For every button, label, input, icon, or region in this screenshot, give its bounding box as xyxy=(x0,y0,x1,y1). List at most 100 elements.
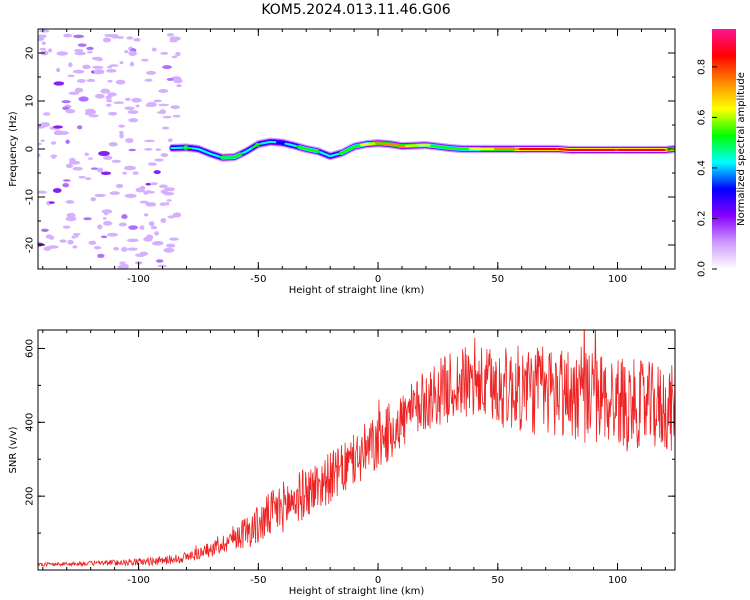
colorbar-tick-label: 0.2 xyxy=(697,211,708,227)
noise-blob xyxy=(161,126,170,130)
noise-blob xyxy=(38,190,48,194)
noise-blob xyxy=(133,37,141,42)
spectrogram-ytick-label: 0 xyxy=(25,146,36,152)
noise-blob xyxy=(100,235,108,239)
noise-blob xyxy=(88,114,99,118)
noise-blob xyxy=(159,202,167,206)
snr-xtick-label: 0 xyxy=(375,575,381,586)
noise-blob xyxy=(86,109,97,115)
noise-blob xyxy=(74,87,84,93)
noise-blob xyxy=(118,222,127,227)
noise-blob xyxy=(65,139,70,144)
noise-blob xyxy=(102,37,112,43)
noise-blob xyxy=(135,104,140,108)
snr-xtick-label: 100 xyxy=(608,575,627,586)
noise-blob xyxy=(102,217,107,220)
noise-blob xyxy=(65,200,75,204)
noise-blob xyxy=(51,154,56,159)
noise-blob xyxy=(65,216,77,222)
noise-blob xyxy=(169,237,179,241)
noise-blob xyxy=(68,91,80,95)
noise-blob xyxy=(128,225,138,230)
noise-blob xyxy=(62,182,70,188)
noise-blob xyxy=(78,175,86,179)
noise-blob xyxy=(106,232,119,237)
noise-blob xyxy=(40,228,49,232)
noise-blob xyxy=(102,155,113,160)
noise-blob xyxy=(167,138,173,143)
noise-blob xyxy=(72,232,81,236)
noise-blob xyxy=(76,79,86,84)
noise-blob xyxy=(167,215,176,219)
noise-blob xyxy=(128,118,139,123)
noise-blob xyxy=(171,55,178,59)
noise-blob xyxy=(176,84,182,88)
noise-blob xyxy=(151,47,157,52)
spectrogram-ytick-label: -10 xyxy=(25,189,36,205)
spectrogram-ytick-label: -20 xyxy=(25,237,36,253)
noise-blob xyxy=(119,133,124,139)
noise-blob xyxy=(132,171,139,175)
noise-blob xyxy=(118,124,125,128)
noise-blob xyxy=(113,101,125,104)
colorbar-tick-label: 0.6 xyxy=(697,109,708,125)
noise-blob xyxy=(153,170,161,175)
snr-ytick-label: 200 xyxy=(25,487,36,506)
noise-blob xyxy=(155,148,162,151)
noise-blob xyxy=(66,212,76,218)
snr-series-line xyxy=(38,330,675,568)
noise-blob xyxy=(158,89,169,93)
noise-blob xyxy=(61,100,71,104)
noise-blob xyxy=(39,122,51,127)
noise-blob xyxy=(107,111,118,116)
noise-blob xyxy=(39,47,46,51)
colorbar-label: Normalized spectral amplitude xyxy=(736,72,747,226)
noise-blob xyxy=(38,34,47,39)
noise-blob xyxy=(77,125,83,130)
noise-blob xyxy=(109,64,119,67)
spectrogram-xtick-label: 100 xyxy=(608,274,627,285)
noise-blob xyxy=(129,61,135,67)
noise-blob xyxy=(107,92,117,97)
spectrogram-xtick-label: 50 xyxy=(491,274,504,285)
noise-blob xyxy=(159,109,166,115)
noise-blob xyxy=(68,62,73,68)
noise-blob xyxy=(97,167,104,173)
noise-blob xyxy=(150,225,158,230)
noise-blob xyxy=(148,221,155,227)
noise-blob xyxy=(88,240,97,245)
noise-blob xyxy=(72,34,85,39)
noise-blob xyxy=(124,50,129,54)
noise-blob xyxy=(107,65,113,69)
noise-blob xyxy=(139,200,149,204)
noise-blob xyxy=(119,130,124,135)
snr-frame xyxy=(37,329,676,571)
spectrogram-xtick-label: -100 xyxy=(127,274,150,285)
colorbar-tick-label: 0.8 xyxy=(697,59,708,75)
noise-blob xyxy=(90,167,99,170)
noise-blob xyxy=(86,46,94,51)
noise-blob xyxy=(121,214,128,220)
noise-blob xyxy=(59,239,67,243)
noise-blob xyxy=(143,213,149,217)
noise-blob xyxy=(147,162,157,166)
noise-blob xyxy=(113,246,119,251)
noise-blob xyxy=(146,70,156,75)
noise-blob xyxy=(144,139,155,143)
noise-blob xyxy=(100,88,111,94)
noise-blob xyxy=(160,218,167,224)
noise-blob xyxy=(48,201,55,204)
noise-blob xyxy=(62,225,71,229)
noise-blob xyxy=(101,209,113,214)
noise-blob xyxy=(40,139,45,143)
colorbar-tick-label: 0.4 xyxy=(697,160,708,176)
noise-blob xyxy=(139,225,145,230)
noise-blob xyxy=(125,138,134,143)
spectrogram-xtick-label: -50 xyxy=(250,274,266,285)
noise-blob xyxy=(72,69,85,74)
snr-xtick-label: -50 xyxy=(250,575,266,586)
noise-blob xyxy=(144,147,153,151)
snr-xtick-label: -100 xyxy=(127,575,150,586)
noise-blob xyxy=(118,81,125,85)
noise-blob xyxy=(128,148,137,152)
